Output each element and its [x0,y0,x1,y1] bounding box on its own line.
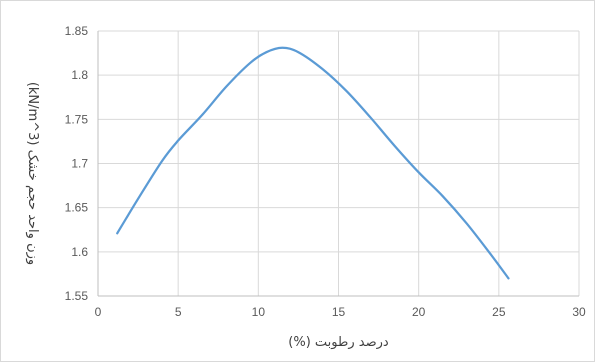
series-line [116,46,510,280]
y-tick-label: 1.8 [71,68,88,82]
x-tick-label: 20 [412,305,426,319]
x-tick-label: 0 [95,305,102,319]
tick-labels: 1.55 1.6 1.65 1.7 1.75 1.8 1.85 0 5 10 15 20 25 30 [65,24,586,319]
axes [97,31,579,297]
x-tick-label: 5 [175,305,182,319]
y-tick-label: 1.6 [71,245,88,259]
y-axis-title: وزن واحد حجم خشک (kN/m^3) [25,82,40,265]
y-tick-label: 1.85 [65,24,89,38]
x-tick-label: 25 [492,305,506,319]
y-tick-label: 1.7 [71,157,88,171]
y-tick-label: 1.65 [65,201,89,215]
y-tick-label: 1.75 [65,112,89,126]
y-tick-label: 1.55 [65,289,89,303]
x-axis-title: درصد رطوبت (%) [288,335,389,350]
x-tick-label: 15 [332,305,346,319]
x-tick-label: 30 [572,305,586,319]
x-tick-label: 10 [252,305,266,319]
series-layer [116,46,510,280]
grid [98,30,580,296]
